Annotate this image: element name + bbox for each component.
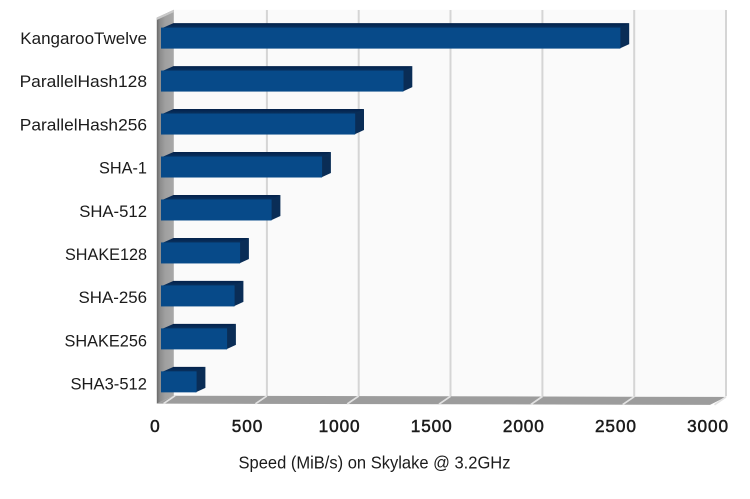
svg-text:SHA-1: SHA-1 <box>99 159 147 178</box>
svg-text:SHA3-512: SHA3-512 <box>71 375 148 394</box>
svg-text:SHAKE256: SHAKE256 <box>65 331 148 350</box>
svg-text:1000: 1000 <box>319 416 361 436</box>
svg-text:ParallelHash128: ParallelHash128 <box>20 72 147 91</box>
svg-text:KangarooTwelve: KangarooTwelve <box>20 29 147 48</box>
svg-text:SHA-256: SHA-256 <box>79 288 148 307</box>
svg-text:3000: 3000 <box>687 416 729 436</box>
svg-text:2500: 2500 <box>595 416 637 436</box>
svg-text:SHAKE128: SHAKE128 <box>65 245 147 264</box>
svg-text:SHA-512: SHA-512 <box>79 202 147 221</box>
svg-text:Speed (MiB/s) on Skylake @ 3.2: Speed (MiB/s) on Skylake @ 3.2GHz <box>239 452 511 472</box>
svg-text:500: 500 <box>232 416 263 436</box>
svg-text:ParallelHash256: ParallelHash256 <box>20 115 147 134</box>
svg-text:0: 0 <box>150 416 160 436</box>
svg-text:2000: 2000 <box>503 416 545 436</box>
svg-text:1500: 1500 <box>411 416 453 436</box>
